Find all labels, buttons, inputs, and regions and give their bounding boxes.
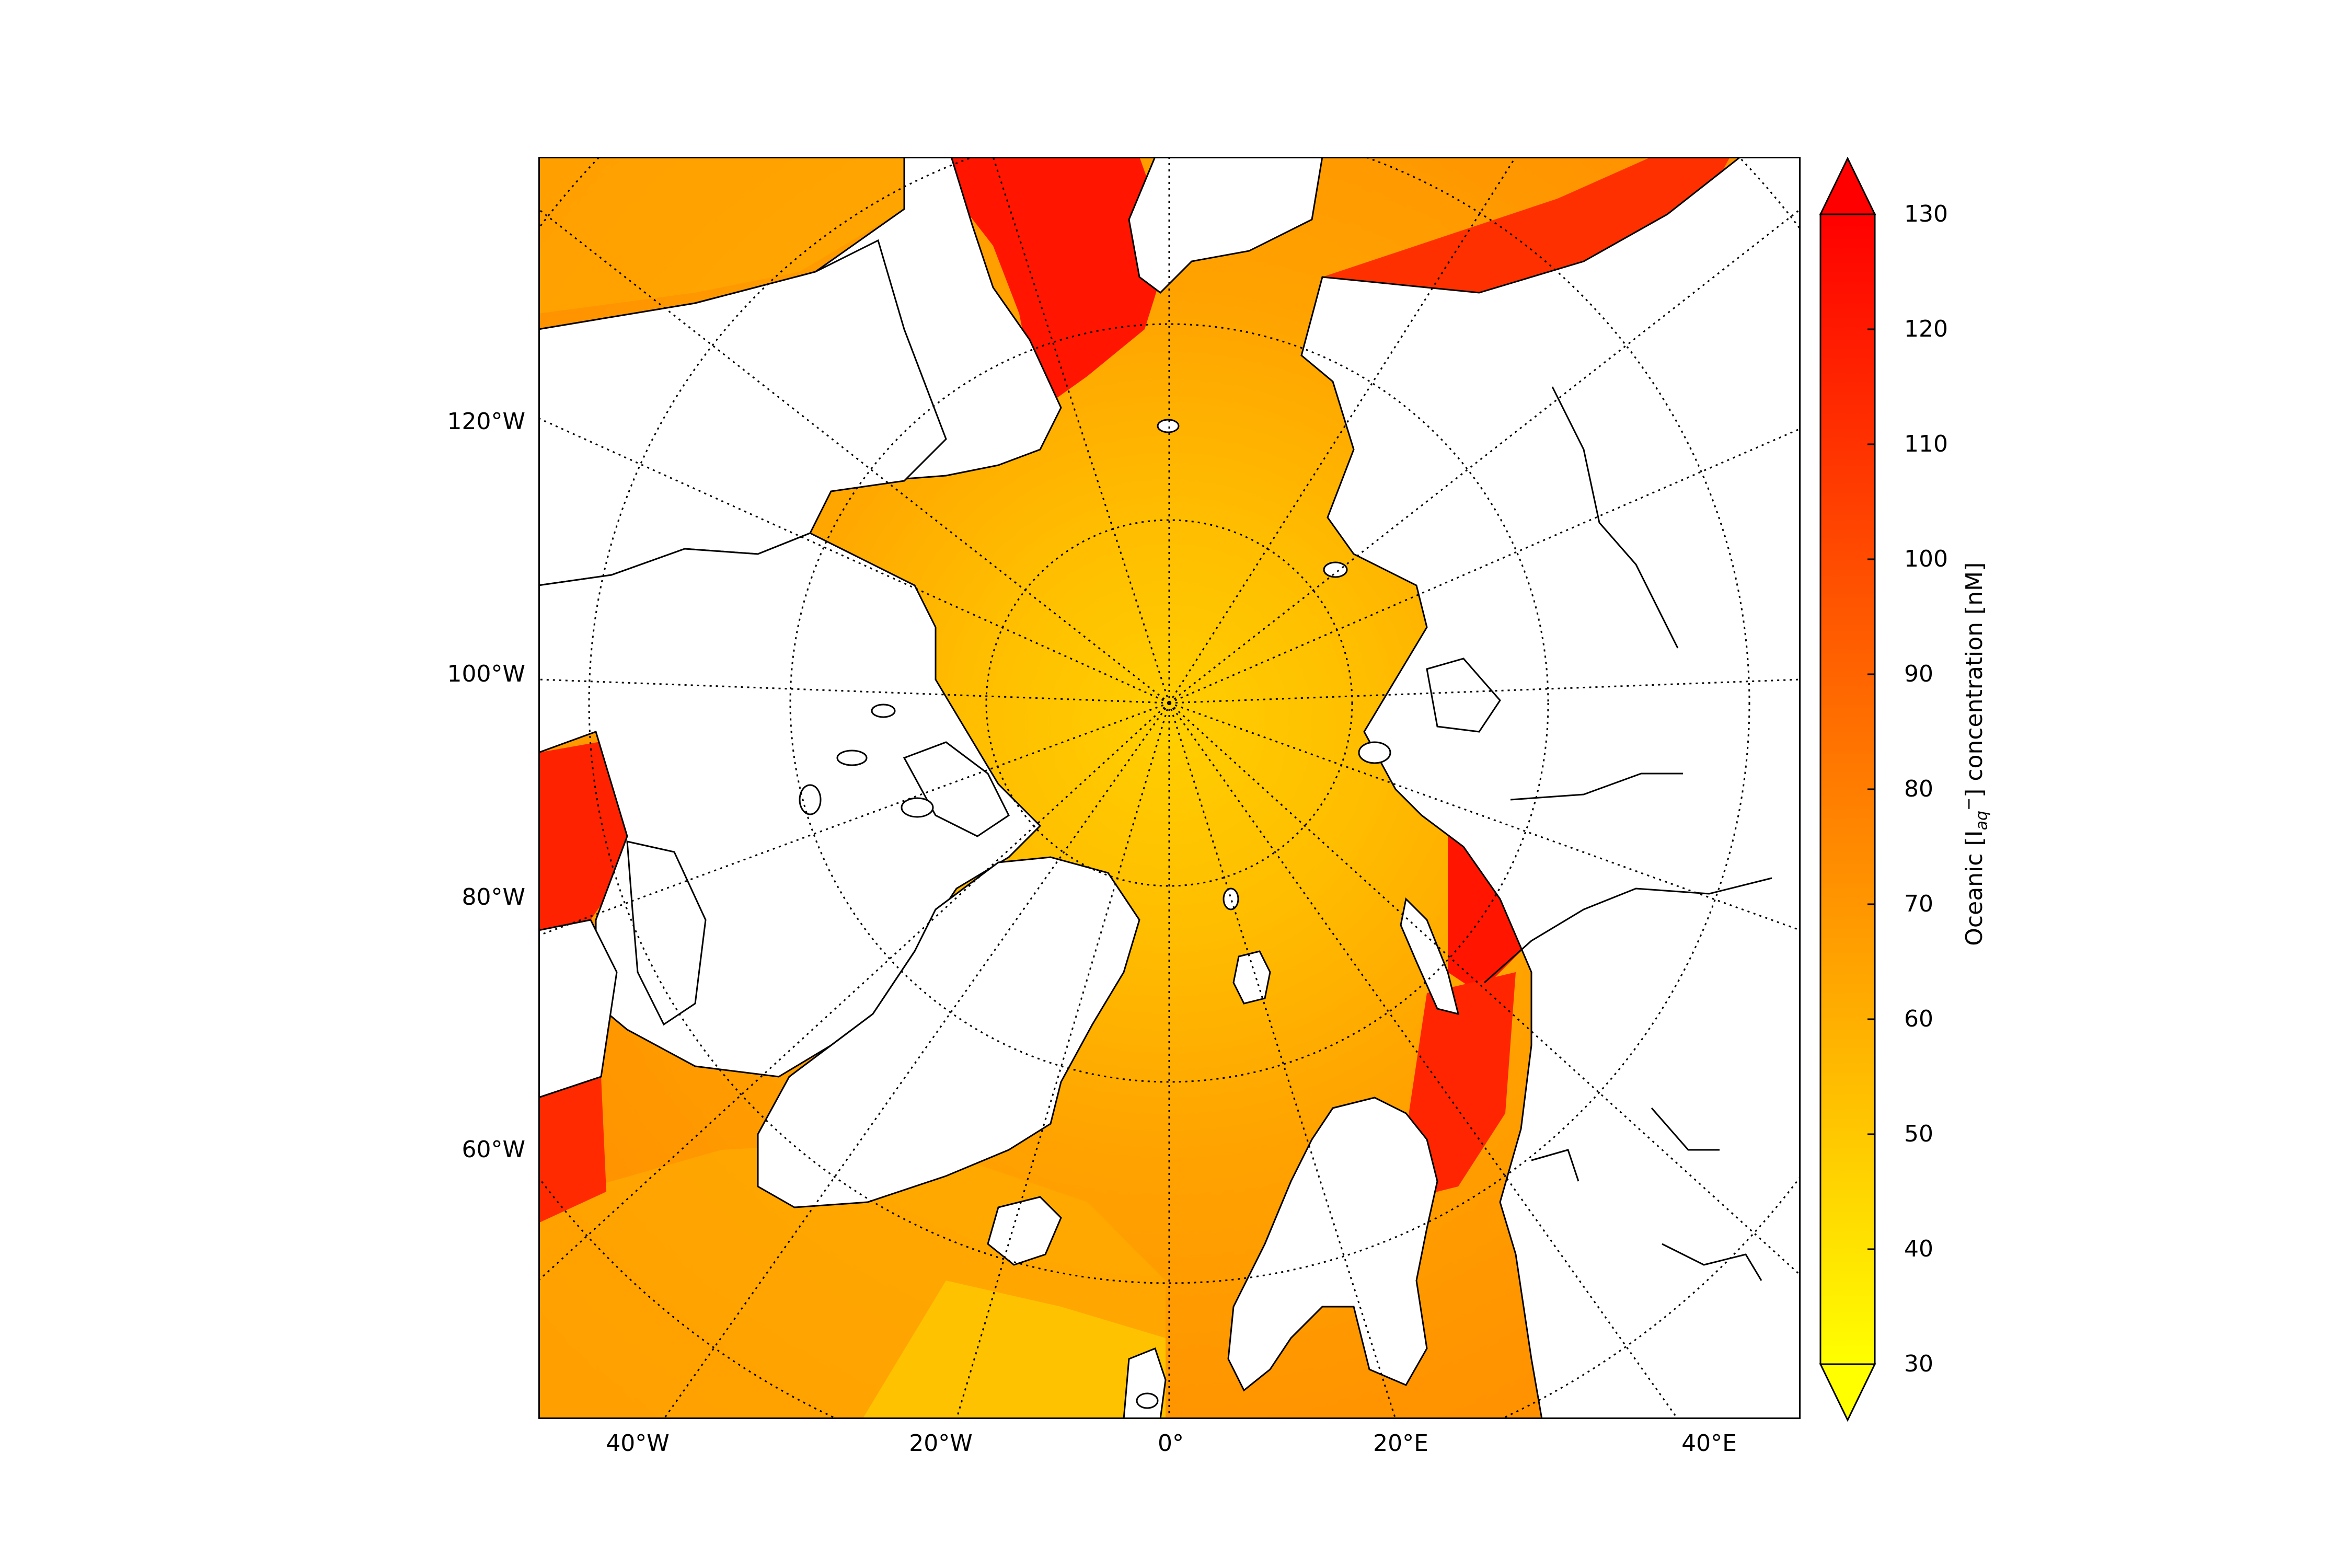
colorbar-gradient	[1819, 213, 1876, 1365]
iceland-land	[987, 1196, 1062, 1266]
island	[871, 704, 896, 718]
taymyr-land	[1426, 658, 1501, 733]
labrador-red-zone	[538, 1077, 606, 1223]
river	[1651, 1108, 1720, 1151]
lat-circle-80	[985, 519, 1353, 887]
island	[1323, 561, 1348, 578]
colorbar-tick-label: 30	[1904, 1351, 1933, 1377]
lat-circle-70	[789, 323, 1549, 1083]
lon-label-60w: 60°W	[462, 1136, 526, 1163]
colorbar-tick-label: 90	[1904, 661, 1933, 687]
colorbar-tick-label: 110	[1904, 431, 1948, 457]
lat-circle-60	[588, 157, 1750, 1284]
river	[1531, 1149, 1579, 1182]
lon-label-120w: 120°W	[447, 408, 526, 435]
colorbar-extend-min	[1819, 1363, 1876, 1422]
island	[1136, 1392, 1159, 1409]
colorbar-tick-label: 120	[1904, 316, 1948, 342]
island	[1223, 887, 1239, 910]
meridian	[1169, 208, 1801, 704]
lon-label-20e: 20°E	[1373, 1430, 1428, 1457]
lon-label-0: 0°	[1158, 1430, 1184, 1457]
ellesmere-land	[903, 741, 1010, 837]
river	[1484, 877, 1772, 984]
alaska-red-strip	[1322, 157, 1730, 314]
colorbar-extend-max	[1819, 156, 1876, 215]
labrador-land	[538, 919, 618, 1099]
island	[1157, 419, 1180, 433]
greenland-land	[757, 856, 1140, 1208]
meridian	[992, 157, 1170, 704]
land-layer	[538, 157, 1801, 1419]
meridian	[538, 702, 1170, 1282]
island	[799, 784, 822, 815]
meridian	[663, 702, 1170, 1419]
rivers	[1484, 386, 1772, 1281]
bering-red-zone	[946, 157, 1171, 402]
novaya-zemlya-land	[1400, 897, 1460, 1016]
meridian	[538, 678, 1170, 704]
map-panel	[538, 157, 1801, 1419]
island	[836, 750, 868, 766]
river	[1510, 773, 1683, 801]
river	[1662, 1243, 1762, 1281]
colorbar	[1819, 156, 1897, 1422]
pacific-zone	[538, 157, 956, 314]
island	[901, 797, 934, 818]
meridian	[955, 702, 1170, 1419]
meridian	[1169, 428, 1801, 704]
siberia-land	[1300, 157, 1801, 1419]
meridian	[1168, 157, 1517, 704]
russia-far-east-land	[1128, 157, 1323, 294]
map-frame	[538, 157, 1801, 1419]
colorbar-tick-label: 70	[1904, 891, 1933, 917]
colorbar-tick-label: 100	[1904, 546, 1948, 572]
meridian	[538, 208, 1170, 704]
lon-label-80w: 80°W	[462, 884, 526, 910]
colorbar-tick-label: 80	[1904, 776, 1933, 802]
island	[1358, 741, 1391, 764]
islands	[799, 419, 1391, 1409]
colorbar-tick-label: 50	[1904, 1121, 1933, 1147]
meridian	[1168, 702, 1801, 1276]
lon-label-40e: 40°E	[1681, 1430, 1737, 1457]
lon-label-40w: 40°W	[606, 1430, 670, 1457]
meridian	[538, 417, 1170, 704]
lon-label-100w: 100°W	[447, 661, 526, 687]
colorbar-tick-label: 40	[1904, 1236, 1933, 1262]
colorbar-label: Oceanic [Iaq−] concentration [nM]	[1959, 562, 1991, 946]
lon-label-20w: 20°W	[909, 1430, 973, 1457]
meridian	[1168, 702, 1679, 1419]
colorbar-tick-label: 130	[1904, 201, 1948, 227]
scandinavia-land	[1227, 1097, 1438, 1392]
river	[1551, 386, 1679, 649]
svalbard-land	[1232, 950, 1271, 1005]
colorbar-tick-label: 60	[1904, 1006, 1933, 1032]
